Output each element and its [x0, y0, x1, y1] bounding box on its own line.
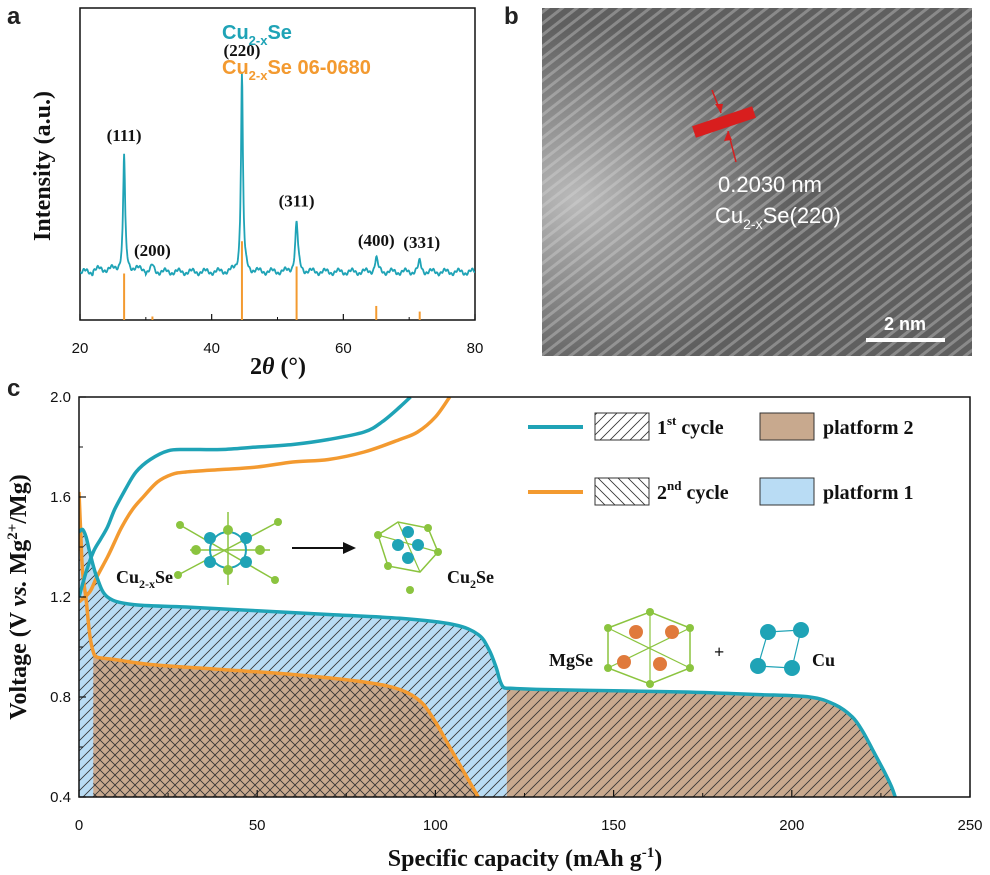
gcd-x-tick-label: 250	[957, 817, 982, 834]
gcd-legend: 1st cycle platform 2 2nd cycle platform …	[528, 412, 914, 506]
xrd-x-tick-label: 60	[335, 340, 352, 357]
cu2xse-label: Cu2-xSe	[116, 567, 173, 591]
tem-amorphous-edge	[542, 8, 972, 356]
cu-label: Cu	[812, 650, 835, 670]
tem-plane-label: Cu2-xSe(220)	[715, 203, 841, 232]
xrd-x-axis-title: 2θ (°)	[250, 354, 306, 380]
gcd-y-axis-title: Voltage (V vs. Mg2+/Mg)	[5, 474, 32, 719]
xrd-peak-label: (331)	[403, 233, 440, 252]
gcd-y-tick-label: 2.0	[50, 389, 71, 406]
panel-b-letter: b	[504, 3, 519, 30]
legend-platform-2-label: platform 2	[823, 417, 914, 439]
xrd-legend-sample: Cu2-xSe	[222, 22, 292, 48]
xrd-chart: 20 40 60 80 (111)(200)(220)(311)(400) (331) …	[30, 7, 484, 380]
gcd-x-tick-label: 150	[601, 817, 626, 834]
panel-a-letter: a	[7, 3, 21, 30]
gcd-y-tick-label: 0.4	[50, 789, 71, 806]
cycle-2-crosshatch	[93, 652, 479, 797]
gcd-y-ticks: 0.4 0.8 1.2 1.6 2.0	[50, 389, 86, 806]
panel-c-letter: c	[7, 375, 20, 402]
cycle-2-charge-line	[79, 397, 452, 604]
cu2xse-structure-icon	[174, 512, 282, 585]
cycle-1-charge-line	[79, 397, 412, 598]
gcd-x-tick-label: 100	[423, 817, 448, 834]
xrd-legend: Cu2-xSe Cu2-xSe 06-0680	[222, 22, 371, 83]
mgse-structure-icon	[604, 608, 694, 688]
legend-platform-1-swatch	[759, 477, 815, 506]
xrd-x-tick-label: 40	[203, 340, 220, 357]
gcd-x-tick-label: 0	[75, 817, 83, 834]
plus-sign: +	[714, 642, 724, 662]
gcd-y-tick-label: 0.8	[50, 689, 71, 706]
tem-arrowhead-bottom	[724, 131, 732, 141]
gcd-x-ticks: 0 50 100 150 200 250	[75, 790, 983, 834]
gcd-x-axis-title: Specific capacity (mAh g-1)	[388, 845, 662, 872]
platform-2-hatch	[506, 688, 896, 797]
tem-spacing-label: 0.2030 nm	[718, 172, 822, 197]
xrd-pattern-line	[80, 73, 475, 278]
xrd-peak-label: (311)	[279, 192, 315, 211]
gcd-x-tick-label: 50	[249, 817, 266, 834]
xrd-x-tick-label: 80	[467, 340, 484, 357]
legend-cycle-1-label: 1st cycle	[657, 413, 724, 439]
xrd-peak-label: (111)	[107, 126, 142, 145]
gcd-y-tick-label: 1.6	[50, 489, 71, 506]
xrd-peak-label: (220)	[224, 41, 261, 60]
legend-cycle-1-swatch	[594, 412, 650, 441]
gcd-chart: 0 50 100 150 200 250 0.4 0.8 1.2 1.6 2.0 Specific…	[5, 389, 983, 872]
legend-platform-1-label: platform 1	[823, 482, 914, 504]
gcd-x-tick-label: 200	[779, 817, 804, 834]
tem-arrowhead-top	[715, 104, 723, 113]
tem-spacing-marker	[692, 89, 756, 163]
cycle-2-discharge-line	[79, 491, 480, 797]
xrd-peak-label: (400)	[358, 231, 395, 250]
cycle-1-discharge-line	[79, 527, 897, 797]
legend-cycle-2-label: 2nd cycle	[657, 478, 729, 504]
transform-arrowhead	[343, 542, 356, 554]
xrd-legend-reference: Cu2-xSe 06-0680	[222, 57, 371, 83]
xrd-peak-labels: (111) (200) (220) (311) (400) (331)	[107, 41, 440, 260]
xrd-reference-lines	[123, 241, 421, 320]
tem-scale-label: 2 nm	[884, 314, 926, 334]
gcd-y-tick-label: 1.2	[50, 589, 71, 606]
cu2se-structure-icon	[374, 521, 442, 594]
xrd-x-ticks: 20 40 60 80	[72, 314, 484, 357]
tem-red-bar	[692, 106, 756, 138]
tem-scale-bar	[866, 338, 945, 342]
xrd-peak-label: (200)	[134, 241, 171, 260]
tem-image: 0.2030 nm Cu2-xSe(220) 2 nm	[542, 8, 972, 356]
cu2se-label: Cu2Se	[447, 567, 494, 591]
legend-platform-2-swatch	[759, 412, 815, 441]
xrd-y-axis-title: Intensity (a.u.)	[30, 91, 56, 241]
cu-structure-icon	[750, 622, 809, 676]
mgse-label: MgSe	[549, 650, 593, 670]
legend-cycle-2-swatch	[594, 477, 650, 506]
xrd-x-tick-label: 20	[72, 340, 89, 357]
